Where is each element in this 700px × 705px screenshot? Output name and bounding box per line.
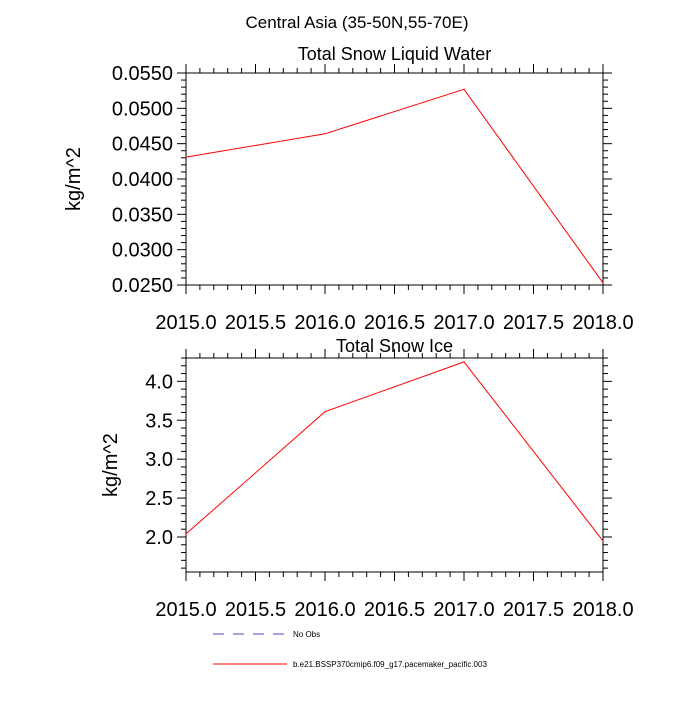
- page-title: Central Asia (35-50N,55-70E): [245, 13, 468, 32]
- legend-label-no-obs: No Obs: [293, 630, 320, 639]
- x-tick-label: 2017.0: [433, 599, 494, 621]
- x-tick-label: 2015.5: [225, 599, 286, 621]
- data-point: [324, 133, 326, 135]
- chart-panel-snow-ice: Total Snow Ice kg/m^2 2015.0 2015.5 2016.0 20…: [100, 336, 634, 621]
- y-axis-label: kg/m^2: [100, 433, 122, 497]
- data-point: [463, 88, 465, 90]
- legend-item-model: b.e21.BSSP370cmip6.f09_g17.pacemaker_pac…: [213, 660, 487, 669]
- legend-label-model: b.e21.BSSP370cmip6.f09_g17.pacemaker_pac…: [293, 660, 487, 669]
- x-tick-label: 2016.0: [294, 312, 355, 334]
- y-tick-label: 0.0450: [112, 134, 173, 156]
- y-tick-label: 4.0: [145, 371, 173, 393]
- legend-item-no-obs: No Obs: [213, 630, 320, 639]
- x-tick-label: 2015.0: [155, 599, 216, 621]
- y-tick-label: 0.0550: [112, 63, 173, 85]
- chart-panel-snow-liquid-water: Total Snow Liquid Water kg/m^2 2015.0 2015.…: [63, 44, 634, 334]
- data-point: [602, 282, 604, 284]
- x-tick-label: 2017.0: [433, 312, 494, 334]
- chart-title: Total Snow Ice: [336, 336, 453, 356]
- x-tick-label: 2016.0: [294, 599, 355, 621]
- y-tick-label: 3.0: [145, 449, 173, 471]
- x-tick-label: 2015.0: [155, 312, 216, 334]
- series-line: [185, 88, 604, 284]
- data-point: [185, 533, 187, 535]
- data-point: [185, 156, 187, 158]
- y-tick-label: 0.0400: [112, 169, 173, 191]
- x-tick-label: 2018.0: [572, 599, 633, 621]
- x-tick-label: 2015.5: [225, 312, 286, 334]
- x-tick-label: 2018.0: [572, 312, 633, 334]
- data-point: [463, 361, 465, 363]
- y-tick-label: 3.5: [145, 410, 173, 432]
- y-tick-label: 0.0300: [112, 240, 173, 262]
- plot-frame: [185, 72, 604, 286]
- x-tick-label: 2017.5: [503, 312, 564, 334]
- y-tick-label: 2.0: [145, 527, 173, 549]
- series-line: [185, 361, 604, 542]
- y-tick-label: 0.0350: [112, 204, 173, 226]
- x-tick-label: 2017.5: [503, 599, 564, 621]
- chart-title: Total Snow Liquid Water: [298, 44, 491, 64]
- x-tick-label: 2016.5: [364, 312, 425, 334]
- plot-frame: [185, 357, 604, 573]
- y-tick-label: 0.0500: [112, 98, 173, 120]
- legend: No Obs b.e21.BSSP370cmip6.f09_g17.pacema…: [213, 630, 487, 669]
- y-axis-label: kg/m^2: [63, 147, 85, 211]
- y-tick-label: 2.5: [145, 488, 173, 510]
- x-tick-label: 2016.5: [364, 599, 425, 621]
- data-point: [324, 411, 326, 413]
- data-point: [602, 540, 604, 542]
- y-tick-label: 0.0250: [112, 275, 173, 297]
